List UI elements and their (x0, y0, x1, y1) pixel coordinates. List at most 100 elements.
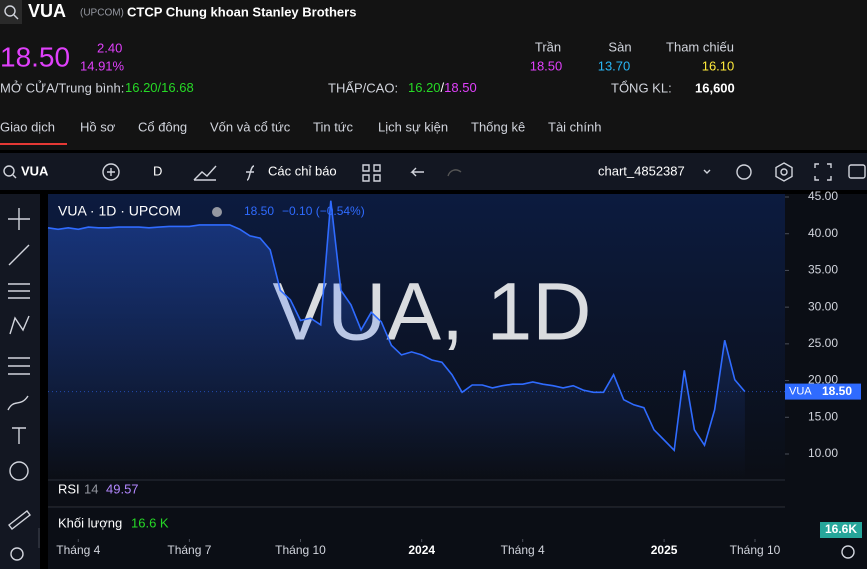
fullscreen[interactable] (814, 163, 832, 181)
exchange: (UPCOM) (80, 8, 124, 19)
tab[interactable]: Thống kê (471, 119, 525, 134)
tab[interactable]: Vốn và cổ tức (210, 119, 291, 134)
rsi-pane (48, 480, 785, 506)
tab[interactable]: Tài chính (548, 119, 601, 134)
trendline-tool[interactable] (8, 244, 30, 266)
rsi-period: 14 (84, 481, 98, 496)
company: CTCP Chung khoan Stanley Brothers (127, 4, 356, 19)
legend-value: 18.50 (244, 204, 274, 218)
ref: 16.10 (702, 58, 735, 73)
divider (0, 190, 867, 194)
y-tick-label: 10.00 (808, 446, 838, 460)
dropdown (703, 169, 711, 174)
floor-label: Sàn (608, 39, 631, 54)
market-status (212, 207, 222, 217)
add-symbol[interactable] (102, 163, 120, 181)
volume-pane-value: 16.6 K (131, 515, 169, 530)
low-high-label: THẤP/CAO: (328, 80, 398, 95)
text-tool[interactable] (12, 427, 26, 444)
zoom-tool[interactable] (10, 547, 24, 561)
x-tick-label: Tháng 4 (501, 543, 545, 557)
ceiling: 18.50 (530, 58, 563, 73)
change-pct: 14.91% (80, 58, 125, 73)
fib-tool[interactable] (8, 283, 30, 299)
ceiling-label: Trần (535, 39, 561, 54)
axis-settings[interactable] (841, 545, 855, 559)
chart-style[interactable] (193, 165, 217, 181)
search-icon (3, 165, 15, 177)
indicators[interactable]: Các chỉ báo (268, 163, 337, 178)
y-tick-label: 40.00 (808, 226, 838, 240)
price-area (48, 200, 745, 480)
divider (40, 194, 48, 569)
price-tag (785, 383, 861, 400)
separator: / (158, 80, 162, 95)
ref-label: Tham chiếu (666, 39, 734, 54)
crosshair-tool[interactable] (8, 208, 30, 230)
tab[interactable]: Hồ sơ (80, 119, 116, 134)
plot (47, 196, 789, 542)
price-tag-symbol: VUA (789, 385, 812, 397)
open: 16.20 (125, 80, 158, 95)
x-tick-label: 2025 (651, 543, 678, 557)
search-icon (12, 174, 17, 179)
layout-name[interactable]: chart_4852387 (598, 163, 685, 178)
templates[interactable] (362, 164, 381, 182)
x-tick-label: 2024 (408, 543, 435, 557)
volume-tag-text: 16.6K (825, 522, 857, 536)
undo[interactable] (410, 167, 424, 177)
toolbar-symbol[interactable]: VUA (21, 163, 49, 178)
active-tab-underline (0, 143, 67, 145)
y-tick-label: 15.00 (808, 409, 838, 423)
separator: / (441, 80, 445, 95)
tab[interactable]: Tin tức (313, 119, 354, 134)
drawing-toolbar (0, 194, 40, 569)
y-tick-label: 35.00 (808, 263, 838, 277)
ruler-tool[interactable] (8, 510, 31, 530)
settings[interactable] (775, 162, 793, 182)
pattern-tool[interactable] (9, 315, 30, 335)
divider (0, 150, 867, 153)
rsi-value: 49.57 (106, 481, 139, 496)
emoji-tool[interactable] (9, 461, 29, 481)
settings (780, 168, 788, 176)
price-axis (785, 194, 867, 569)
low: 16.20 (408, 80, 441, 95)
y-tick-label: 30.00 (808, 299, 838, 313)
volume-label: TỔNG KL: (611, 80, 672, 95)
tab[interactable]: Cổ đông (138, 119, 187, 134)
low-high: 16.20/18.50 (408, 80, 477, 95)
symbol: VUA (28, 1, 66, 21)
volume: 16,600 (695, 80, 735, 95)
legend-change: −0.10 (−0.54%) (282, 204, 365, 218)
snapshot[interactable] (848, 164, 866, 179)
interval[interactable]: D (153, 163, 162, 178)
tab[interactable]: Lịch sự kiện (378, 119, 448, 134)
price-line (47, 200, 746, 453)
open-avg: 16.20/16.68 (125, 80, 194, 95)
time-axis (48, 539, 785, 569)
alert[interactable] (736, 164, 752, 180)
open-avg-label: MỞ CỬA/Trung bình: (0, 80, 124, 95)
tab-bar: Giao dịch Hồ sơ Cổ đông Vốn và cổ tức Tin tứ… (0, 119, 601, 134)
legend-title: VUA · 1D · UPCOM (58, 203, 181, 219)
redo (447, 169, 462, 177)
y-tick-label: 25.00 (808, 336, 838, 350)
search-box[interactable] (0, 0, 22, 24)
add-symbol (107, 168, 115, 176)
floor: 13.70 (598, 58, 631, 73)
avg: 16.68 (161, 80, 194, 95)
brush-tool[interactable] (7, 395, 29, 411)
tab[interactable]: Giao dịch (0, 119, 55, 134)
x-tick-label: Tháng 7 (167, 543, 211, 557)
price-tag-value: 18.50 (822, 384, 852, 398)
rsi-label: RSI (58, 481, 80, 496)
prediction-tool[interactable] (8, 357, 30, 375)
fx-icon (246, 165, 255, 181)
search-icon (13, 14, 19, 20)
volume-tag (820, 522, 862, 538)
volume-pane-label: Khối lượng (58, 515, 122, 530)
